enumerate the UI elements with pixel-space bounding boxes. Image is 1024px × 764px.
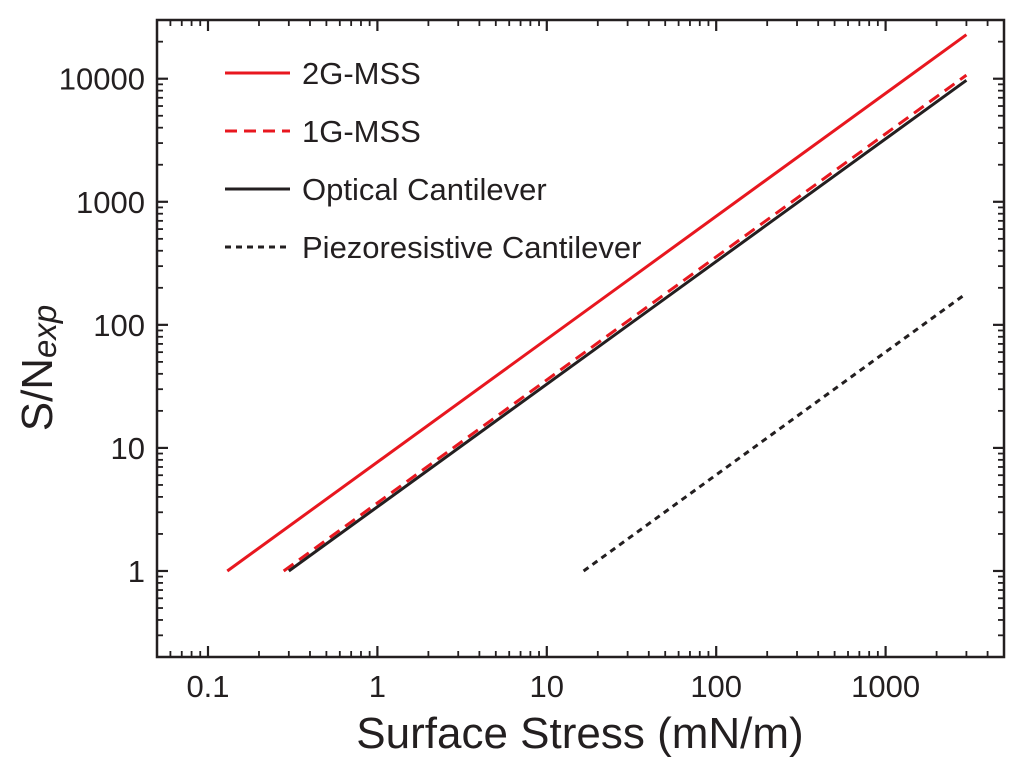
y-tick-label: 10: [111, 431, 145, 466]
legend-label: 2G-MSS: [302, 56, 421, 91]
x-tick-label: 100: [690, 669, 742, 704]
series-layer: [226, 33, 968, 573]
y-axis-title: S/Nexp: [13, 305, 63, 432]
y-tick-label: 100: [93, 308, 145, 343]
y-tick-label: 1000: [76, 185, 145, 220]
y-tick-label: 10000: [59, 62, 145, 97]
y-axis-title-main: S/N: [13, 358, 62, 431]
series-line-2g-mss: [226, 33, 968, 573]
y-tick-label: 1: [128, 554, 145, 589]
series-line-optical-cantilever: [287, 79, 968, 573]
legend-label: Optical Cantilever: [302, 172, 547, 207]
series-line-piezoresistive-cantilever: [582, 292, 968, 573]
x-tick-label: 1000: [851, 669, 920, 704]
x-tick-label: 0.1: [186, 669, 229, 704]
legend: 2G-MSS 1G-MSS Optical Cantilever Piezoresis…: [225, 56, 641, 265]
x-tick-label: 10: [530, 669, 564, 704]
plot-frame: [155, 18, 1006, 659]
x-axis-title: Surface Stress (mN/m): [356, 709, 803, 758]
x-tick-label: 1: [369, 669, 386, 704]
series-line-1g-mss: [282, 73, 968, 573]
legend-label: Piezoresistive Cantilever: [302, 230, 641, 265]
ticks-layer: 0.1 1 10 100 1000 1 10 100 1000 10000: [59, 20, 1004, 704]
y-axis-title-subscript: exp: [26, 305, 63, 358]
legend-label: 1G-MSS: [302, 114, 421, 149]
